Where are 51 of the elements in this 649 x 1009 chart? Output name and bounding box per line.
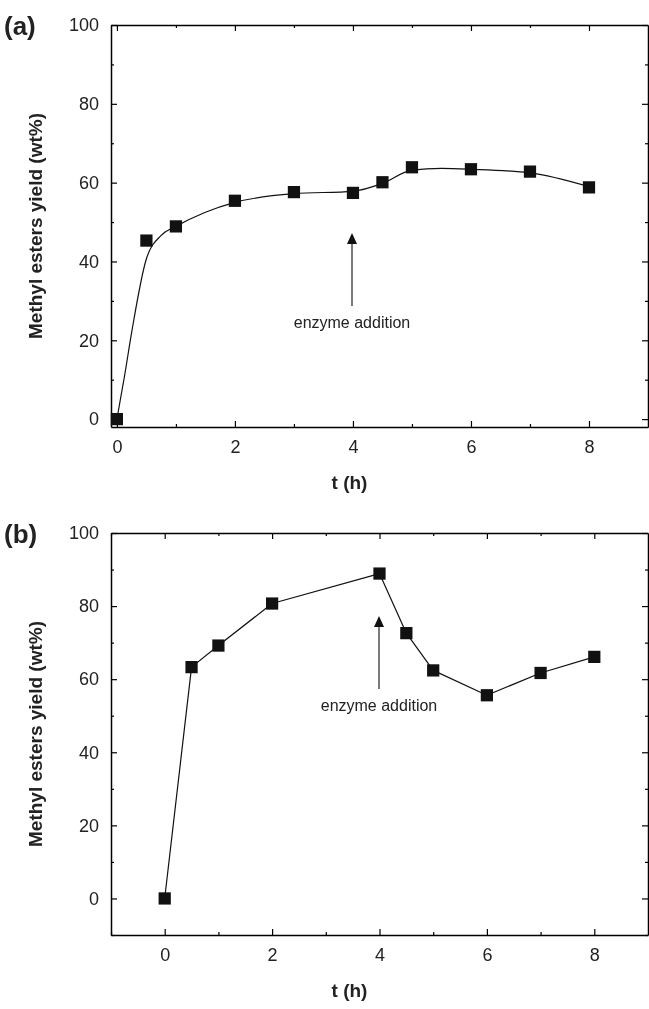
point: [582, 181, 596, 194]
point: [287, 185, 301, 199]
x-tick-label: 0: [160, 945, 171, 966]
x-tick-label: 2: [230, 437, 241, 458]
annotation: enzyme addition: [293, 314, 411, 331]
y-tick-label: 100: [68, 15, 99, 36]
x-tick-label: 8: [584, 437, 595, 458]
point: [376, 176, 389, 189]
chart-title: (a): [4, 11, 36, 41]
point: [373, 567, 386, 580]
point: [480, 689, 494, 702]
point: [346, 186, 360, 200]
point: [534, 666, 547, 680]
y-tick-label: 40: [78, 251, 99, 272]
point: [523, 165, 537, 178]
x-tick-label: 6: [466, 437, 477, 458]
y-tick-label: 80: [78, 596, 99, 617]
x-tick-label: 0: [112, 437, 123, 458]
point: [110, 412, 124, 426]
x-axis-title: t (h): [331, 980, 368, 1001]
x-tick-label: 8: [589, 945, 600, 966]
annotation: enzyme addition: [320, 697, 438, 714]
point: [212, 639, 225, 652]
y-tick-label: 0: [88, 409, 99, 430]
x-tick-label: 2: [267, 945, 278, 966]
x-tick-label: 4: [348, 437, 359, 458]
point: [169, 220, 183, 233]
y-tick-label: 60: [78, 172, 99, 193]
y-tick-label: 100: [68, 523, 99, 544]
point: [228, 194, 242, 207]
chart-title: (b): [4, 519, 38, 549]
y-tick-label: 0: [88, 888, 99, 909]
point: [427, 664, 440, 677]
point: [588, 650, 601, 664]
point: [140, 234, 153, 247]
y-axis-title: Methyl esters yield (wt%): [25, 621, 46, 847]
point: [265, 597, 279, 610]
point: [464, 163, 478, 176]
x-tick-label: 6: [482, 945, 493, 966]
y-tick-label: 40: [78, 742, 99, 763]
y-axis-title: Methyl esters yield (wt%): [25, 113, 46, 339]
y-tick-label: 20: [78, 330, 99, 351]
y-tick-label: 60: [78, 669, 99, 690]
x-tick-label: 4: [374, 945, 386, 966]
point: [185, 661, 198, 674]
y-tick-label: 20: [78, 815, 99, 836]
point: [400, 627, 413, 640]
point: [405, 161, 419, 174]
y-tick-label: 80: [78, 94, 99, 115]
x-axis-title: t (h): [331, 472, 368, 493]
point: [158, 892, 171, 905]
